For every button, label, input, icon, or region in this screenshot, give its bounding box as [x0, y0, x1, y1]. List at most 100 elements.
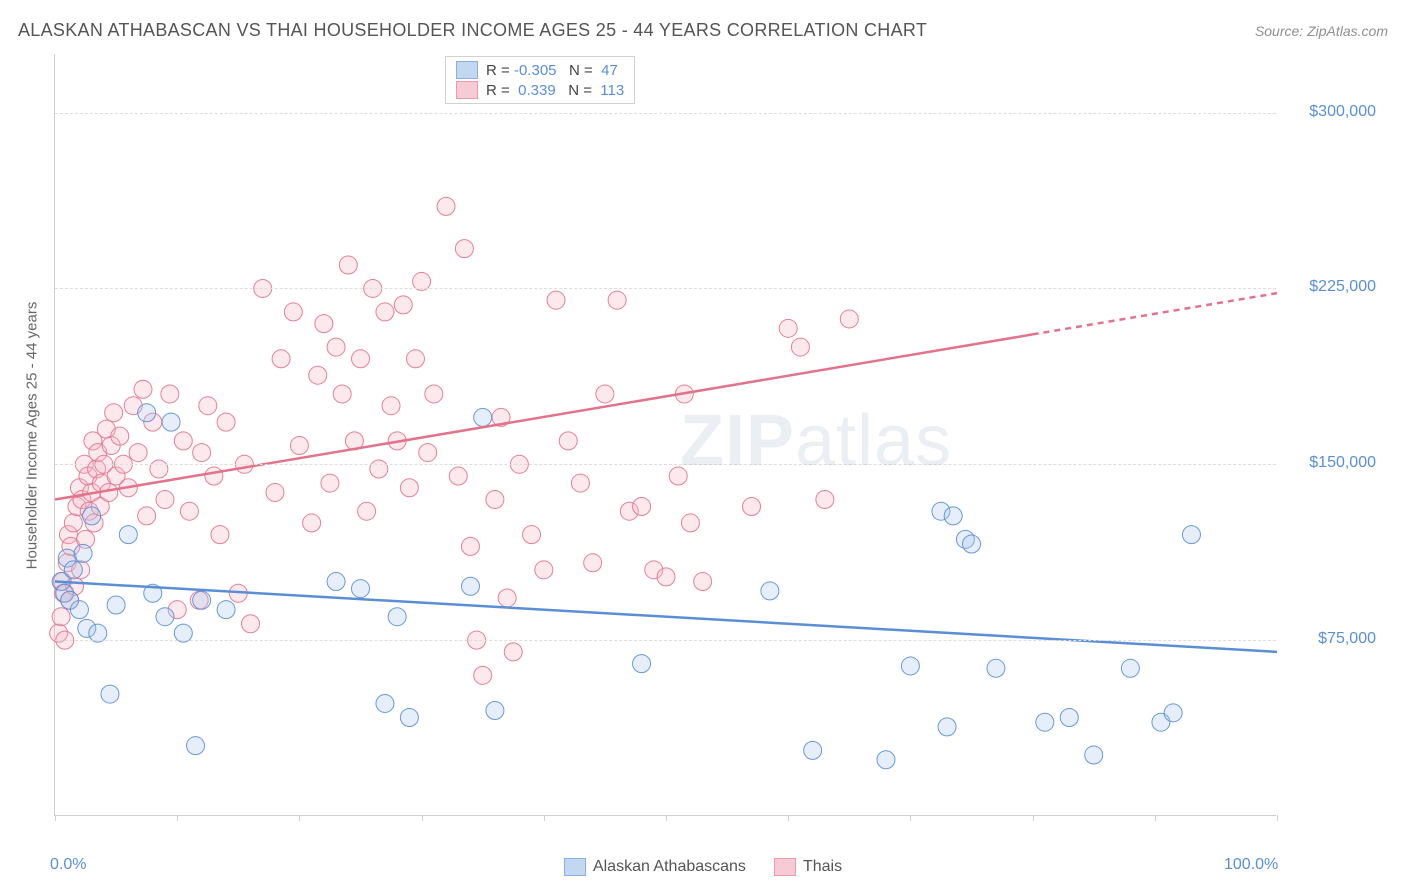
y-axis-label-container: Householder Income Ages 25 - 44 years	[22, 54, 42, 816]
scatter-point	[150, 460, 168, 478]
scatter-point	[474, 408, 492, 426]
grid-line	[55, 288, 1276, 289]
scatter-point	[134, 380, 152, 398]
plot-area	[54, 54, 1276, 816]
scatter-point	[70, 601, 88, 619]
scatter-point	[138, 507, 156, 525]
scatter-point	[743, 498, 761, 516]
scatter-point	[504, 643, 522, 661]
scatter-point	[162, 413, 180, 431]
scatter-point	[669, 467, 687, 485]
scatter-point	[1036, 713, 1054, 731]
scatter-point	[156, 608, 174, 626]
scatter-point	[376, 694, 394, 712]
y-tick-label: $225,000	[1309, 278, 1376, 296]
scatter-point	[571, 474, 589, 492]
scatter-point	[119, 526, 137, 544]
scatter-point	[370, 460, 388, 478]
scatter-point	[315, 315, 333, 333]
scatter-point	[309, 366, 327, 384]
scatter-point	[327, 573, 345, 591]
scatter-point	[425, 385, 443, 403]
scatter-point	[840, 310, 858, 328]
scatter-point	[406, 350, 424, 368]
scatter-point	[193, 591, 211, 609]
scatter-point	[111, 427, 129, 445]
source-label: Source:	[1255, 23, 1307, 39]
x-tick	[299, 815, 300, 821]
y-tick-label: $75,000	[1318, 630, 1376, 648]
scatter-point	[816, 490, 834, 508]
scatter-point	[1060, 709, 1078, 727]
scatter-point	[193, 444, 211, 462]
scatter-point	[547, 291, 565, 309]
x-tick	[666, 815, 667, 821]
x-tick	[55, 815, 56, 821]
scatter-point	[64, 514, 82, 532]
scatter-point	[987, 659, 1005, 677]
chart-svg	[55, 54, 1276, 815]
grid-line	[55, 464, 1276, 465]
scatter-point	[486, 701, 504, 719]
scatter-point	[290, 437, 308, 455]
scatter-point	[449, 467, 467, 485]
scatter-point	[1164, 704, 1182, 722]
scatter-point	[266, 483, 284, 501]
grid-line	[55, 640, 1276, 641]
scatter-point	[938, 718, 956, 736]
trend-line	[55, 334, 1033, 499]
y-tick-label: $300,000	[1309, 103, 1376, 121]
scatter-point	[321, 474, 339, 492]
scatter-point	[455, 240, 473, 258]
scatter-point	[339, 256, 357, 274]
x-tick	[1033, 815, 1034, 821]
scatter-point	[1182, 526, 1200, 544]
legend-swatch	[456, 81, 478, 99]
scatter-point	[217, 601, 235, 619]
scatter-point	[107, 596, 125, 614]
x-tick-label: 100.0%	[1224, 856, 1278, 874]
scatter-point	[358, 502, 376, 520]
scatter-point	[205, 467, 223, 485]
legend-swatch	[456, 61, 478, 79]
scatter-point	[474, 666, 492, 684]
legend-item-blue: Alaskan Athabascans	[564, 858, 746, 876]
scatter-point	[633, 498, 651, 516]
scatter-point	[694, 573, 712, 591]
scatter-point	[199, 397, 217, 415]
scatter-point	[901, 657, 919, 675]
scatter-point	[584, 554, 602, 572]
x-tick	[422, 815, 423, 821]
scatter-point	[486, 490, 504, 508]
legend-label-pink: Thais	[803, 858, 842, 876]
title-bar: ALASKAN ATHABASCAN VS THAI HOUSEHOLDER I…	[18, 20, 1388, 41]
scatter-point	[944, 507, 962, 525]
trend-line	[55, 582, 1277, 652]
x-tick	[1277, 815, 1278, 821]
scatter-point	[1085, 746, 1103, 764]
scatter-point	[217, 413, 235, 431]
scatter-point	[498, 589, 516, 607]
scatter-point	[352, 350, 370, 368]
scatter-point	[963, 535, 981, 553]
correlation-legend-row: R = 0.339 N = 113	[456, 81, 624, 99]
scatter-point	[382, 397, 400, 415]
scatter-point	[877, 751, 895, 769]
correlation-values: R = 0.339 N = 113	[486, 82, 624, 99]
x-tick	[177, 815, 178, 821]
scatter-point	[419, 444, 437, 462]
x-tick	[544, 815, 545, 821]
source-value: ZipAtlas.com	[1307, 23, 1388, 39]
x-tick	[1155, 815, 1156, 821]
scatter-point	[211, 526, 229, 544]
scatter-point	[352, 580, 370, 598]
scatter-point	[608, 291, 626, 309]
scatter-point	[376, 303, 394, 321]
scatter-point	[138, 404, 156, 422]
legend-item-pink: Thais	[774, 858, 842, 876]
scatter-point	[161, 385, 179, 403]
scatter-point	[187, 737, 205, 755]
correlation-legend: R = -0.305 N = 47R = 0.339 N = 113	[445, 56, 635, 104]
scatter-point	[400, 709, 418, 727]
x-tick-label: 0.0%	[50, 856, 86, 874]
